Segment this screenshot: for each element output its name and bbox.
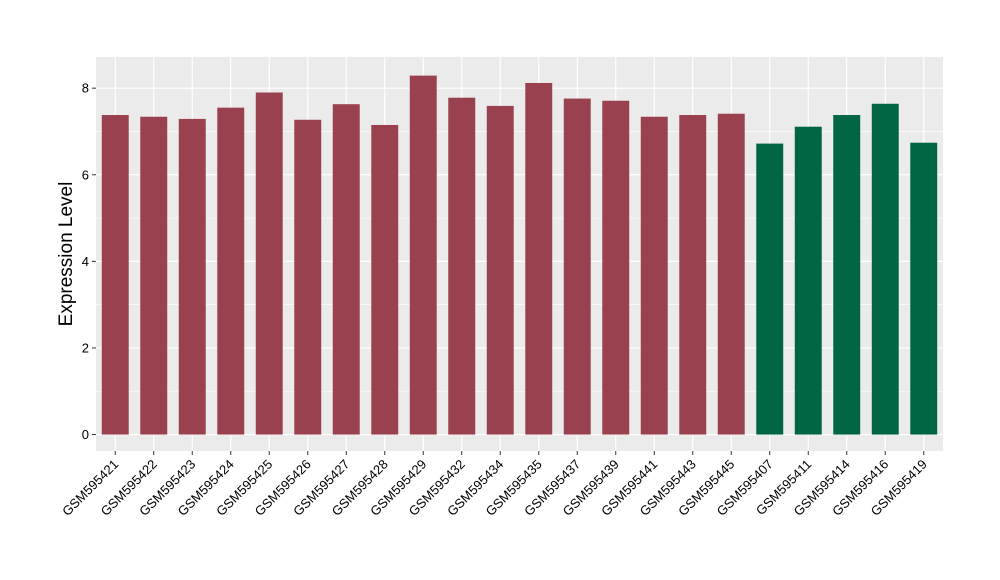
bar-GSM595423 bbox=[178, 118, 206, 435]
bar-GSM595421 bbox=[101, 115, 129, 435]
bar-GSM595411 bbox=[794, 126, 822, 435]
bar-GSM595441 bbox=[640, 116, 668, 435]
bar-GSM595439 bbox=[602, 100, 630, 435]
bar-GSM595435 bbox=[525, 82, 553, 435]
y-tick-label: 0 bbox=[82, 427, 89, 442]
bar-GSM595422 bbox=[140, 116, 168, 435]
bar-GSM595414 bbox=[833, 115, 861, 435]
bar-GSM595419 bbox=[910, 142, 938, 435]
bar-GSM595428 bbox=[371, 124, 399, 435]
bar-GSM595416 bbox=[871, 103, 899, 435]
bar-GSM595443 bbox=[679, 115, 707, 435]
bar-GSM595424 bbox=[217, 107, 245, 435]
bar-GSM595434 bbox=[486, 105, 514, 435]
bar-GSM595429 bbox=[409, 75, 437, 435]
bars bbox=[101, 75, 938, 435]
bar-GSM595425 bbox=[255, 92, 283, 435]
bar-GSM595427 bbox=[332, 104, 360, 435]
y-axis: 0 2 4 6 8 bbox=[82, 81, 96, 442]
bar-GSM595437 bbox=[563, 98, 591, 435]
y-tick-label: 8 bbox=[82, 81, 89, 96]
bar-GSM595407 bbox=[756, 143, 784, 435]
y-tick-label: 2 bbox=[82, 340, 89, 355]
bar-GSM595432 bbox=[448, 97, 476, 435]
bar-GSM595445 bbox=[717, 113, 745, 435]
x-axis: GSM595421GSM595422GSM595423GSM595424GSM5… bbox=[59, 451, 930, 519]
y-tick-label: 4 bbox=[82, 254, 89, 269]
y-axis-title: Expression Level bbox=[56, 182, 77, 327]
bar-GSM595426 bbox=[294, 119, 322, 435]
y-tick-label: 6 bbox=[82, 167, 89, 182]
